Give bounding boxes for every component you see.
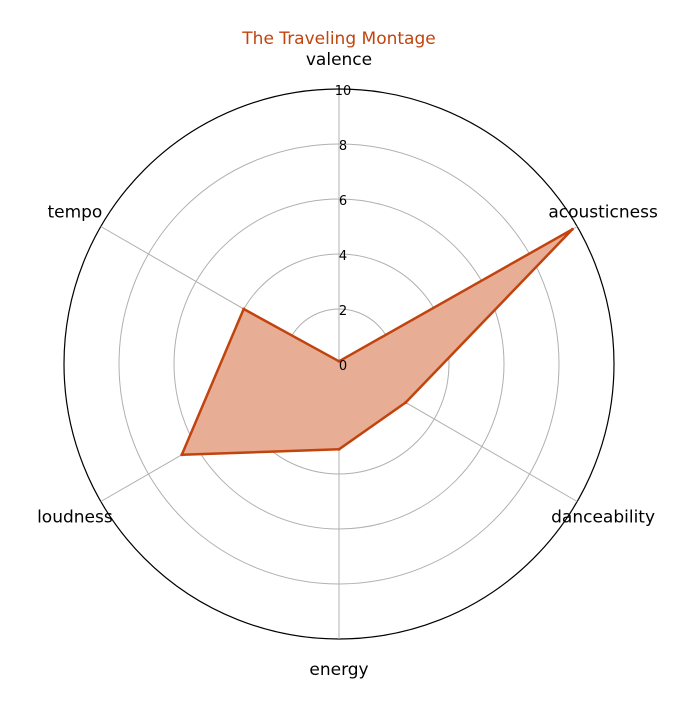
- tick-label-4: 4: [339, 249, 347, 264]
- tick-label-2: 2: [339, 304, 347, 319]
- data-point-tempo: [242, 307, 246, 311]
- radial-tick-labels: 0 2 4 6 8 10: [335, 84, 352, 374]
- axis-label-danceability: danceability: [551, 508, 655, 528]
- radar-series: [180, 227, 574, 457]
- axis-labels: valence acousticness danceability energy lou…: [37, 50, 658, 680]
- axis-label-energy: energy: [309, 660, 368, 680]
- axis-label-loudness: loudness: [37, 508, 113, 528]
- data-point-acousticness: [570, 227, 574, 231]
- chart-title: The Traveling Montage: [241, 29, 435, 49]
- axis-label-valence: valence: [306, 50, 372, 70]
- tick-label-8: 8: [339, 139, 347, 154]
- axis-label-tempo: tempo: [47, 203, 102, 223]
- data-point-loudness: [180, 453, 184, 457]
- tick-label-0: 0: [339, 359, 347, 374]
- data-point-valence: [337, 359, 341, 363]
- tick-label-6: 6: [339, 194, 347, 209]
- series-polygon: [180, 228, 574, 457]
- tick-label-10: 10: [335, 84, 352, 99]
- data-point-energy: [337, 447, 341, 451]
- data-point-danceability: [404, 401, 408, 404]
- axis-label-acousticness: acousticness: [548, 203, 658, 223]
